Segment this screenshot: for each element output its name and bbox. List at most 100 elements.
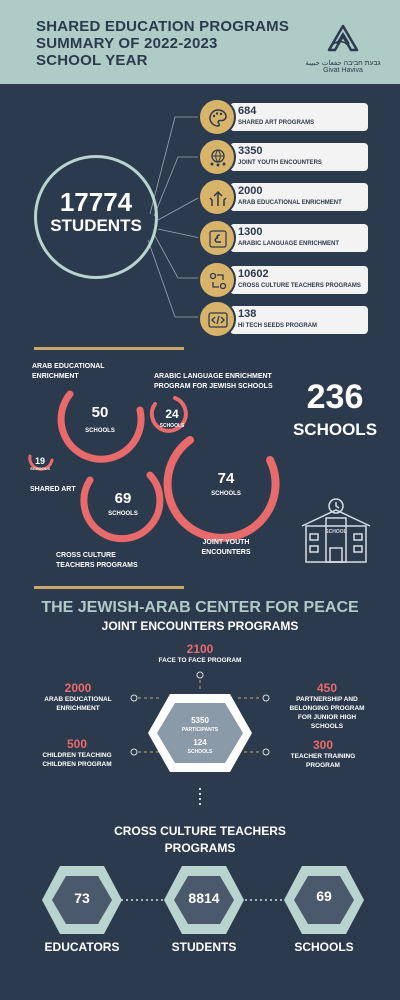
bubble-caption-joint-youth: JOINT YOUTH ENCOUNTERS xyxy=(196,538,256,558)
program-label: TEACHER TRAINING xyxy=(290,753,356,760)
stat-label-students: STUDENTS xyxy=(171,940,237,954)
program-label: CHILDREN PROGRAM xyxy=(42,761,112,768)
program-value: 500 xyxy=(66,737,88,751)
bubble-caption-arabic-language: ARABIC LANGUAGE ENRICHMENT PROGRAM FOR J… xyxy=(154,372,304,392)
program-value: 684 xyxy=(238,105,257,117)
program-value: 2000 xyxy=(64,681,92,695)
caption-line: CROSS CULTURE xyxy=(56,552,116,559)
title-line: CROSS CULTURE TEACHERS xyxy=(114,824,286,838)
program-arab-enrichment: 2000 ARAB EDUCATIONAL ENRICHMENT xyxy=(28,681,128,713)
program-value: 138 xyxy=(238,308,257,320)
title-line-1: SHARED EDUCATION PROGRAMS xyxy=(36,18,290,35)
logo-mark-icon xyxy=(327,24,359,52)
exchange-icon xyxy=(198,261,236,299)
program-label: CHILDREN TEACHING xyxy=(42,752,112,759)
program-value: 2100 xyxy=(186,642,214,656)
program-value: 3350 xyxy=(238,145,263,157)
program-label: SHARED ART PROGRAMS xyxy=(238,120,315,126)
program-partnership: 450 PARTNERSHIP AND BELONGING PROGRAM FO… xyxy=(272,681,382,731)
section-divider xyxy=(34,347,184,350)
caption-line: ENCOUNTERS xyxy=(201,549,251,556)
school-building-icon: SCHOOL xyxy=(301,498,371,563)
caption-line: ENRICHMENT xyxy=(32,373,79,380)
hub-participants-label: PARTICIPANTS xyxy=(181,727,219,733)
program-label: BELONGING PROGRAM xyxy=(289,705,365,712)
title-line-2: SUMMARY OF 2022-2023 xyxy=(36,35,218,52)
stat-value-schools: 69 xyxy=(316,888,332,904)
center-subtitle: JOINT ENCOUNTERS PROGRAMS xyxy=(101,619,299,633)
arrows-icon xyxy=(198,178,236,216)
program-card-shared-art: 684 SHARED ART PROGRAMS xyxy=(230,103,368,131)
stat-label-educators: EDUCATORS xyxy=(44,940,120,954)
givat-haviva-logo: גבעת חביבה جفعات حبيبة Givat Haviva xyxy=(298,24,388,74)
bubble-unit: SCHOOLS xyxy=(85,428,115,434)
bubble-arc-50 xyxy=(57,390,145,463)
stat-value-students: 8814 xyxy=(188,890,220,906)
program-label: PARTNERSHIP AND xyxy=(296,696,358,703)
center-title: THE JEWISH-ARAB CENTER FOR PEACE xyxy=(41,599,359,616)
program-label: SCHOOLS xyxy=(310,723,344,730)
program-card-joint-youth: 3350 JOINT YOUTH ENCOUNTERS xyxy=(230,143,368,171)
program-label: PROGRAM xyxy=(306,762,340,769)
caption-line: ARAB EDUCATIONAL xyxy=(32,363,105,370)
program-card-arabic-language: 1300 ARABIC LANGUAGE ENRICHMENT xyxy=(230,224,368,252)
cross-culture-hexes xyxy=(42,866,364,934)
bubble-arc-69 xyxy=(80,471,164,543)
page-title: SHARED EDUCATION PROGRAMS SUMMARY OF 202… xyxy=(36,18,289,69)
bubble-caption-shared-art: SHARED ART xyxy=(30,486,76,493)
program-card-cross-culture: 10602 CROSS CULTURE TEACHERS PROGRAMS xyxy=(230,266,368,294)
title-line-3: SCHOOL YEAR xyxy=(36,52,148,69)
bubble-value-69: 69 xyxy=(114,490,132,507)
schools-bubbles xyxy=(28,390,280,543)
bubble-unit: SCHOOLS xyxy=(108,511,138,517)
bubble-unit: SCHOOLS xyxy=(30,466,50,471)
bubble-value-74: 74 xyxy=(217,470,235,487)
caption-line: JOINT YOUTH xyxy=(202,539,250,546)
students-ring xyxy=(34,155,158,279)
hub-schools-value: 124 xyxy=(193,738,207,747)
program-value: 2000 xyxy=(238,185,263,197)
program-card-hi-tech: 138 HI TECH SEEDS PROGRAM xyxy=(230,306,368,334)
program-value: 1300 xyxy=(238,226,263,238)
school-sign-text: SCHOOL xyxy=(325,529,346,535)
program-label: CROSS CULTURE TEACHERS PROGRAMS xyxy=(238,283,361,289)
bubble-caption-cross-culture: CROSS CULTURE TEACHERS PROGRAMS xyxy=(56,551,138,571)
caption-line: TEACHERS PROGRAMS xyxy=(56,562,138,569)
program-label: ENRICHMENT xyxy=(56,705,100,712)
bubble-arc-74 xyxy=(163,436,280,542)
section-divider xyxy=(34,586,184,589)
program-teacher-training: 300 TEACHER TRAINING PROGRAM xyxy=(268,738,378,770)
schools-label: SCHOOLS xyxy=(292,420,378,439)
hub-participants-value: 5350 xyxy=(191,716,209,725)
palette-icon xyxy=(198,98,236,136)
program-face-to-face: 2100 FACE TO FACE PROGRAM xyxy=(140,642,260,664)
program-label: JOINT YOUTH ENCOUNTERS xyxy=(238,160,322,166)
stat-label-schools: SCHOOLS xyxy=(294,940,354,954)
bubble-arc-19 xyxy=(28,454,54,471)
schools-total: 236 xyxy=(306,378,364,416)
logo-english-text: Givat Haviva xyxy=(323,67,363,74)
program-value: 300 xyxy=(312,738,334,752)
code-icon xyxy=(198,300,236,338)
caption-line: PROGRAM FOR JEWISH SCHOOLS xyxy=(154,383,273,390)
students-connectors xyxy=(147,116,201,318)
bubble-value-50: 50 xyxy=(91,404,109,421)
header-banner: SHARED EDUCATION PROGRAMS SUMMARY OF 202… xyxy=(0,0,400,84)
program-label: FOR JUNIOR HIGH xyxy=(297,714,357,721)
caption-line: ARABIC LANGUAGE ENRICHMENT xyxy=(154,373,272,380)
globe-people-icon xyxy=(198,138,236,176)
program-children-teaching: 500 CHILDREN TEACHING CHILDREN PROGRAM xyxy=(22,737,132,769)
title-line: PROGRAMS xyxy=(164,841,236,855)
bubble-unit: SCHOOLS xyxy=(211,491,241,497)
bubble-arc-24 xyxy=(149,396,188,433)
bubble-caption-arab: ARAB EDUCATIONAL ENRICHMENT xyxy=(32,362,152,382)
hub-schools-label: SCHOOLS xyxy=(187,749,213,755)
program-label: ARABIC LANGUAGE ENRICHMENT xyxy=(238,241,339,247)
hub-connectors xyxy=(130,671,270,806)
program-card-arab-enrichment: 2000 ARAB EDUCATIONAL ENRICHMENT xyxy=(230,183,368,211)
stat-value-educators: 73 xyxy=(74,890,90,906)
program-label: FACE TO FACE PROGRAM xyxy=(158,657,242,664)
bubble-value-24: 24 xyxy=(165,407,179,421)
program-label: ARAB EDUCATIONAL xyxy=(44,696,112,703)
students-label: STUDENTS xyxy=(50,216,142,235)
